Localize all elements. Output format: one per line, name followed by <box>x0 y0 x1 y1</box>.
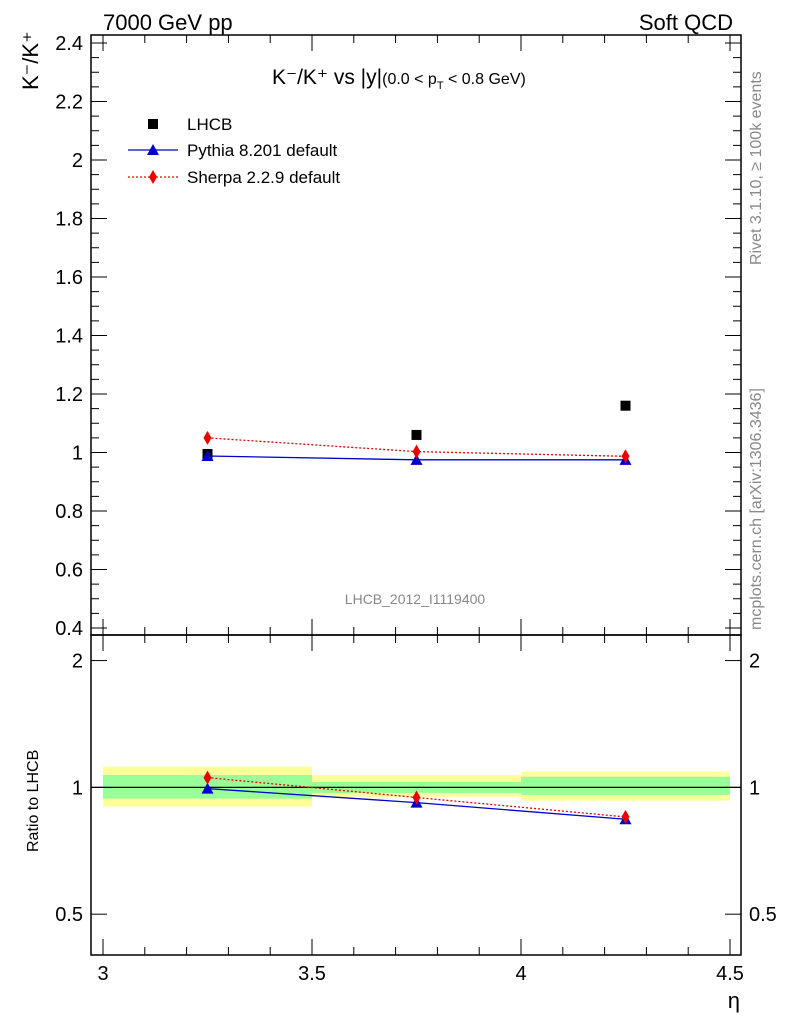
x-tick-label: 3.5 <box>298 963 326 985</box>
y-tick-label: 1 <box>72 443 83 465</box>
y-tick-label: 2 <box>72 150 83 172</box>
ratio-tick-label: 0.5 <box>55 904 83 926</box>
mcplots-label: mcplots.cern.ch [arXiv:1306.3436] <box>748 388 765 630</box>
header-left: 7000 GeV pp <box>103 10 233 35</box>
x-tick-label: 4.5 <box>716 963 744 985</box>
legend-marker <box>149 170 157 184</box>
title-cut-sub: T <box>437 80 444 92</box>
y-tick-label: 0.8 <box>55 501 83 523</box>
y-tick-label: 0.4 <box>55 618 83 640</box>
data-point <box>410 453 423 465</box>
data-point <box>621 449 630 464</box>
title-cut-end: < 0.8 GeV) <box>444 71 526 88</box>
x-tick-label: 4 <box>515 963 526 985</box>
x-axis-label: η <box>728 988 740 1013</box>
legend-label: Pythia 8.201 default <box>187 141 338 160</box>
y-tick-label: 2.4 <box>55 33 83 55</box>
y-tick-label: 1.4 <box>55 326 83 348</box>
title-cut: (0.0 < p <box>382 71 437 88</box>
y-tick-label: 1.8 <box>55 209 83 231</box>
y-axis-label: K⁻/K⁺ <box>18 31 43 90</box>
ratio-point <box>621 809 630 824</box>
ratio-point <box>412 790 421 805</box>
y-tick-label: 2.2 <box>55 92 83 114</box>
ratio-y-axis-label: Ratio to LHCB <box>25 750 42 852</box>
data-point <box>412 444 421 459</box>
ratio-band-inner <box>521 776 730 795</box>
analysis-watermark: LHCB_2012_I1119400 <box>345 591 486 607</box>
data-point <box>201 450 214 462</box>
ratio-tick-label-right: 2 <box>749 651 760 673</box>
legend-marker <box>147 144 159 155</box>
ratio-point <box>201 782 214 794</box>
legend-label: LHCB <box>187 115 232 134</box>
ratio-frame <box>90 634 742 956</box>
header-right: Soft QCD <box>639 10 733 35</box>
ratio-tick-label-right: 0.5 <box>749 904 777 926</box>
x-tick-label: 3 <box>97 963 108 985</box>
ratio-tick-label: 1 <box>72 777 83 799</box>
data-point <box>411 429 422 440</box>
rivet-label: Rivet 3.1.10, ≥ 100k events <box>748 71 765 265</box>
ratio-point <box>203 770 212 785</box>
legend-label: Sherpa 2.2.9 default <box>187 168 340 187</box>
title-main: K⁻/K⁺ vs |y| <box>272 66 382 89</box>
ratio-tick-label-right: 1 <box>749 777 760 799</box>
y-tick-label: 0.6 <box>55 560 83 582</box>
legend-marker <box>148 119 158 129</box>
ratio-tick-label: 2 <box>72 651 83 673</box>
y-tick-label: 1.6 <box>55 267 83 289</box>
data-point <box>620 400 631 411</box>
data-point <box>203 430 212 445</box>
y-tick-label: 1.2 <box>55 384 83 406</box>
plot-title: K⁻/K⁺ vs |y|(0.0 < pT < 0.8 GeV) <box>272 66 526 92</box>
